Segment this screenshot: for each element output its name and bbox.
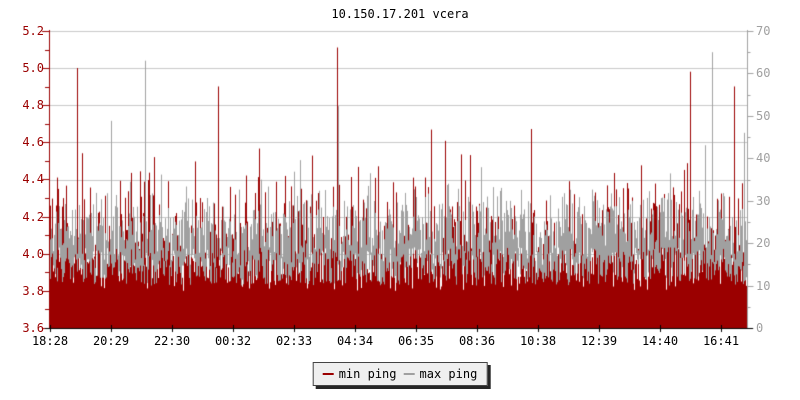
max-ping-swatch-icon (403, 373, 415, 375)
right-axis-tick-label: 10 (756, 279, 771, 293)
left-axis-tick-label: 4.2 (22, 210, 44, 224)
left-axis-tick-label: 5.0 (22, 61, 44, 75)
x-axis-tick-label: 20:29 (92, 334, 130, 348)
left-axis-tick-label: 3.6 (22, 321, 44, 335)
legend-label-max-ping: max ping (419, 367, 478, 381)
left-axis-tick-label: 4.6 (22, 135, 44, 149)
left-axis-tick-label: 3.8 (22, 284, 44, 298)
right-axis-tick-label: 40 (756, 151, 771, 165)
x-axis-tick-label: 00:32 (214, 334, 252, 348)
right-axis-tick-label: 0 (756, 321, 764, 335)
left-axis-tick-label: 4.8 (22, 98, 44, 112)
legend-item-min-ping: min ping (322, 367, 397, 381)
x-axis-tick-label: 22:30 (153, 334, 191, 348)
right-axis-tick-label: 50 (756, 109, 771, 123)
x-axis-tick-label: 18:28 (31, 334, 69, 348)
right-axis-tick-label: 20 (756, 236, 771, 250)
left-axis-tick-label: 4.4 (22, 172, 44, 186)
x-axis-tick-label: 08:36 (458, 334, 496, 348)
x-axis-tick-label: 04:34 (336, 334, 374, 348)
left-axis-tick-label: 5.2 (22, 24, 44, 38)
right-axis-tick-label: 30 (756, 194, 771, 208)
x-axis-tick-label: 10:38 (519, 334, 557, 348)
min-ping-swatch-icon (322, 373, 334, 375)
x-axis-tick-label: 14:40 (641, 334, 679, 348)
x-axis-tick-label: 02:33 (275, 334, 313, 348)
right-axis-tick-label: 70 (756, 24, 771, 38)
right-axis-tick-label: 60 (756, 66, 771, 80)
x-axis-tick-label: 16:41 (702, 334, 740, 348)
legend-label-min-ping: min ping (338, 367, 397, 381)
left-axis-tick-label: 4.0 (22, 247, 44, 261)
x-axis-tick-label: 12:39 (580, 334, 618, 348)
x-axis-tick-label: 06:35 (397, 334, 435, 348)
legend: min ping max ping (312, 362, 488, 386)
legend-item-max-ping: max ping (403, 367, 478, 381)
